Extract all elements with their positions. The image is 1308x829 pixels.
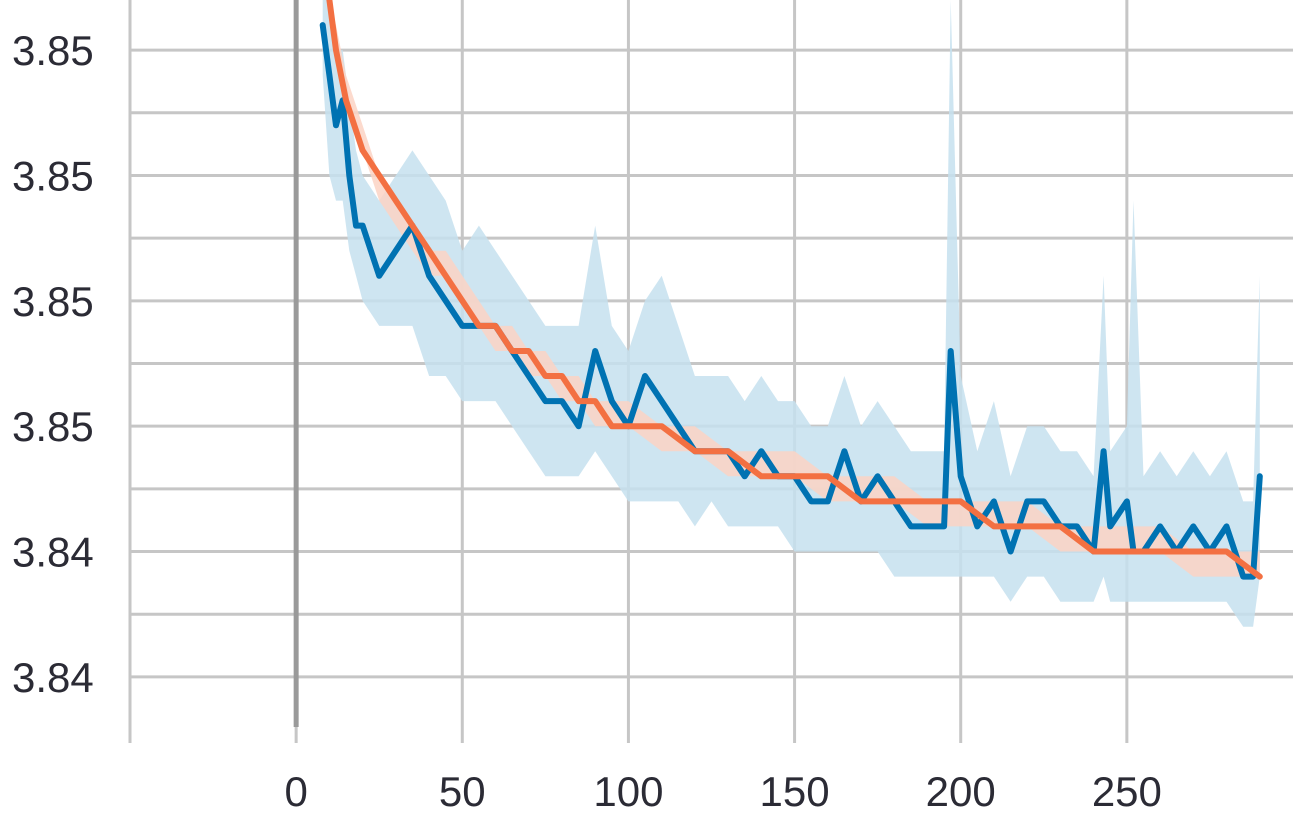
series-lines — [319, 0, 1263, 580]
y-tick-label: 3.85 — [12, 403, 94, 450]
y-tick-label: 3.85 — [12, 278, 94, 325]
series-1-band — [322, 0, 1260, 627]
x-tick-label: 0 — [284, 768, 307, 815]
x-tick-label: 200 — [926, 768, 996, 815]
x-tick-label: 250 — [1092, 768, 1162, 815]
x-tick-label: 150 — [760, 768, 830, 815]
x-tick-label: 100 — [593, 768, 663, 815]
x-tick-label: 50 — [439, 768, 486, 815]
y-tick-label: 3.84 — [12, 654, 94, 701]
grid — [128, 0, 1293, 743]
y-tick-label: 3.85 — [12, 27, 94, 74]
y-tick-label: 3.84 — [12, 529, 94, 576]
confidence-bands — [322, 0, 1260, 627]
series-2-band — [329, 0, 1260, 577]
y-tick-label: 3.85 — [12, 152, 94, 199]
tick-labels: 3.85 3.85 3.85 3.85 3.84 3.84 0 50 100 150 200 250 — [12, 27, 1162, 815]
series-2-line — [326, 0, 1263, 580]
